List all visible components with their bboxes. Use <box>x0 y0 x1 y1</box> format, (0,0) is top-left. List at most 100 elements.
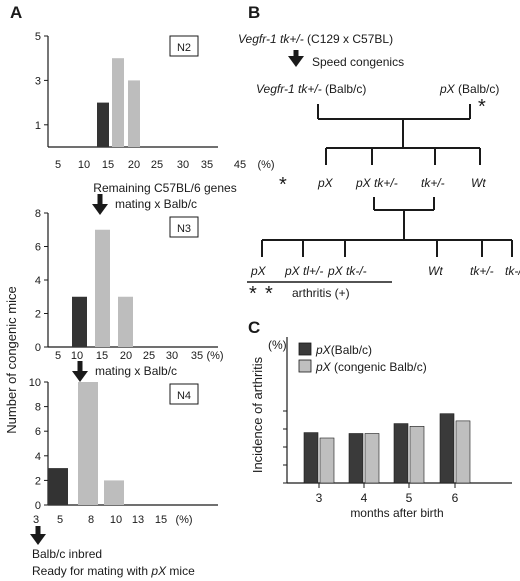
panel-c-legend: pX(Balb/c) pX (congenic Balb/c) <box>298 342 427 374</box>
x-tick-label: 13 <box>132 514 144 526</box>
x-tick-label: 5 <box>57 514 63 526</box>
y-tick-label: 4 <box>35 275 41 287</box>
generation-box <box>169 216 199 238</box>
bar-series-0-month-4 <box>348 433 364 484</box>
y-tick-label: 6 <box>35 242 41 254</box>
c-x-tick-label: 4 <box>361 491 368 505</box>
x-tick-label: 20 <box>128 159 140 171</box>
bar-N3-10 <box>72 296 87 347</box>
bar-N4-8 <box>104 480 124 505</box>
y-tick-label: 5 <box>35 31 41 43</box>
x-tick-label: 25 <box>143 350 155 362</box>
gen3-px-tl-het: pX tl+/- <box>284 264 323 278</box>
panel-label-b: B <box>248 3 260 22</box>
final-line-1: Balb/c inbred <box>32 547 102 561</box>
speed-congenics-label: Speed congenics <box>312 55 404 69</box>
histogram-n2-xlabel: Remaining C57BL/6 genes <box>93 181 236 195</box>
gen3-tk-het: tk+/- <box>470 264 494 278</box>
gen2-px-tk-het: pX tk+/- <box>355 176 398 190</box>
final-line-2-suffix: mice <box>166 564 195 578</box>
generation-title: N3 <box>177 223 191 235</box>
gen3-star-2: * <box>265 283 273 305</box>
parent-right-star: * <box>478 96 486 118</box>
y-tick-label: 4 <box>35 451 41 463</box>
x-tick-label: (%) <box>175 514 192 526</box>
bar-N4-3 <box>48 468 68 505</box>
x-tick-label: 15 <box>155 514 167 526</box>
panel-c-yunit: (%) <box>268 338 287 352</box>
origin-strain: Vegfr-1 tk+/- (C129 x C57BL) <box>238 32 393 46</box>
arthritis-incidence-chart: 3 4 5 6 <box>283 337 512 505</box>
x-tick-label: (%) <box>257 159 274 171</box>
inbred-arrow <box>30 526 46 545</box>
y-tick-label: 2 <box>35 309 41 321</box>
x-tick-label: 15 <box>96 350 108 362</box>
gen3-px-tk-ko: pX tk-/- <box>327 264 367 278</box>
gen3-px: pX <box>250 264 267 278</box>
bar-N2-25 <box>112 58 124 148</box>
histogram-n4: 0 2 4 6 8 10 3 5 8 10 13 15 (%) N4 <box>29 377 218 526</box>
x-tick-label: 30 <box>166 350 178 362</box>
legend-swatch-px-congenic <box>298 359 312 373</box>
gen3-tk-ko: tk-/- <box>505 264 520 278</box>
x-tick-label: 35 <box>191 350 203 362</box>
generation-box <box>169 35 199 57</box>
arthritis-label: arthritis (+) <box>292 286 350 300</box>
x-tick-label: (%) <box>206 350 223 362</box>
y-tick-label: 10 <box>29 377 41 389</box>
x-tick-label: 5 <box>55 350 61 362</box>
bar-N2-20 <box>97 102 109 147</box>
c-x-tick-label: 3 <box>316 491 323 505</box>
x-tick-label: 10 <box>110 514 122 526</box>
y-tick-label: 8 <box>35 208 41 220</box>
bar-series-1-month-5 <box>409 425 425 484</box>
x-tick-label: 45 <box>234 159 246 171</box>
c-x-tick-label: 6 <box>452 491 459 505</box>
panel-c-ylabel: Incidence of arthritis <box>250 356 265 473</box>
speed-congenics-arrow <box>288 50 304 67</box>
x-tick-label: 30 <box>177 159 189 171</box>
bar-series-0-month-5 <box>393 423 409 484</box>
y-tick-label: 3 <box>35 75 41 87</box>
bar-series-0-month-6 <box>439 413 455 484</box>
final-line-2-italic: pX <box>150 564 167 578</box>
mating-arrow-1 <box>92 194 108 215</box>
x-tick-label: 15 <box>102 159 114 171</box>
generation-box <box>169 383 199 405</box>
bar-series-1-month-4 <box>364 433 380 484</box>
parent-right: pX (Balb/c) <box>439 82 499 96</box>
c-x-tick-label: 5 <box>406 491 413 505</box>
y-tick-label: 8 <box>35 402 41 414</box>
gen2-tk-het: tk+/- <box>421 176 445 190</box>
mating-arrow-2 <box>72 361 88 382</box>
bar-N3-20 <box>118 296 133 347</box>
x-tick-label: 8 <box>88 514 94 526</box>
generation-title: N2 <box>177 42 191 54</box>
y-tick-label: 1 <box>35 120 41 132</box>
bar-series-1-month-6 <box>455 420 471 484</box>
panel-label-c: C <box>248 318 260 337</box>
gen3-star-1: * <box>249 283 257 305</box>
bar-N2-30 <box>128 80 140 147</box>
legend-label-pxbalbc: pX(Balb/c) <box>315 343 372 357</box>
bar-series-0-month-3 <box>303 432 319 484</box>
gen3-wt: Wt <box>428 264 443 278</box>
mating-label-1: mating x Balb/c <box>115 197 197 211</box>
histogram-n3: 0 2 4 6 8 5 10 15 20 25 30 35 (%) N3 <box>35 208 224 362</box>
x-tick-label: 10 <box>78 159 90 171</box>
bar-series-1-month-3 <box>319 437 335 484</box>
x-tick-label: 3 <box>33 514 39 526</box>
y-tick-label: 0 <box>35 500 41 512</box>
panel-c-xlabel: months after birth <box>350 506 443 520</box>
legend-swatch-pxbalbc <box>298 342 312 356</box>
x-tick-label: 10 <box>71 350 83 362</box>
panel-a-ylabel: Number of congenic mice <box>4 286 19 433</box>
breeding-tree: Vegfr-1 tk+/- (C129 x C57BL) Speed conge… <box>238 32 520 305</box>
x-tick-label: 35 <box>201 159 213 171</box>
legend-label-px-congenic: pX (congenic Balb/c) <box>315 360 427 374</box>
gen2-wt: Wt <box>471 176 486 190</box>
generation-title: N4 <box>177 390 191 402</box>
final-line-2: Ready for mating with pX mice <box>32 564 195 578</box>
